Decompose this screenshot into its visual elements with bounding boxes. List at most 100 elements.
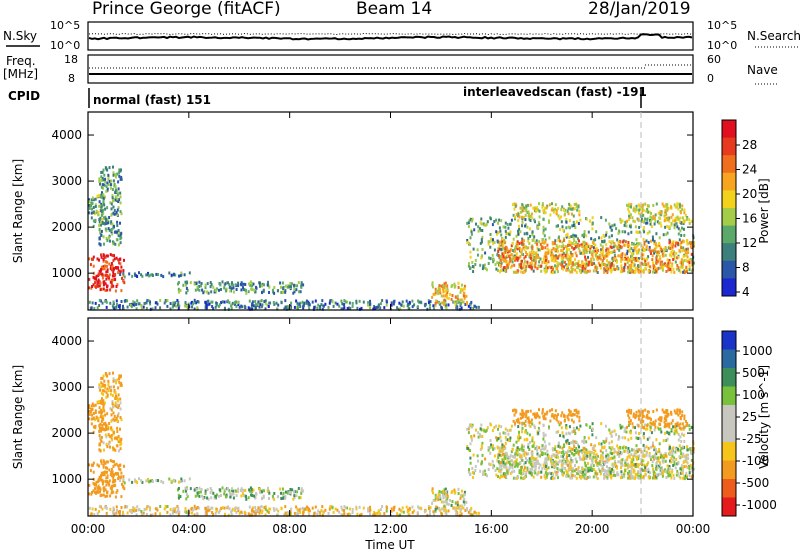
range-gate-cell [257,300,259,303]
range-gate-cell [293,490,295,493]
range-gate-cell [658,448,660,451]
range-gate-cell [478,306,480,309]
range-gate-cell [487,220,489,223]
range-gate-cell [197,286,199,289]
range-gate-cell [184,510,186,513]
range-gate-cell [573,239,575,242]
range-gate-cell [240,305,242,308]
range-gate-cell [267,284,269,287]
range-gate-cell [586,249,588,252]
range-gate-cell [519,216,521,219]
range-gate-cell [554,477,556,480]
range-gate-cell [140,479,142,482]
range-gate-cell [646,445,648,448]
range-gate-cell [566,221,568,224]
range-gate-cell [455,303,457,306]
range-gate-cell [122,269,124,272]
range-gate-cell [105,396,107,399]
range-gate-cell [556,473,558,476]
range-gate-cell [237,507,239,510]
range-gate-cell [295,494,297,497]
range-gate-cell [488,257,490,260]
range-gate-cell [144,302,146,305]
range-gate-cell [216,510,218,513]
range-gate-cell [139,508,141,511]
freq-label-1: Freq. [6,54,36,68]
range-gate-cell [646,246,648,249]
range-gate-cell [478,436,480,439]
range-gate-cell [644,263,646,266]
range-gate-cell [495,219,497,222]
range-gate-cell [475,429,477,432]
range-gate-cell [222,506,224,509]
range-gate-cell [502,242,504,245]
range-gate-cell [625,240,627,243]
range-gate-cell [101,230,103,233]
noise-left-tick-bottom: 10^0 [50,39,80,52]
range-gate-cell [624,430,626,433]
range-gate-cell [116,173,118,176]
range-gate-cell [249,300,251,303]
range-gate-cell [630,225,632,228]
range-gate-cell [568,203,570,206]
range-gate-cell [601,254,603,257]
range-gate-cell [677,448,679,451]
range-gate-cell [680,447,682,450]
range-gate-cell [110,420,112,423]
range-gate-cell [443,501,445,504]
range-gate-cell [93,471,95,474]
range-gate-cell [124,276,126,279]
range-gate-cell [602,454,604,457]
range-gate-cell [192,508,194,511]
range-gate-cell [632,220,634,223]
range-gate-cell [552,241,554,244]
range-gate-cell [253,289,255,292]
range-gate-cell [92,301,94,304]
range-gate-cell [655,213,657,216]
range-gate-cell [194,505,196,508]
range-gate-cell [675,467,677,470]
range-gate-cell [652,442,654,445]
range-gate-cell [117,400,119,403]
range-gate-cell [681,433,683,436]
range-gate-cell [494,249,496,252]
range-gate-cell [492,444,494,447]
range-gate-cell [614,474,616,477]
range-gate-cell [114,415,116,418]
range-gate-cell [513,444,515,447]
range-gate-cell [136,481,138,484]
range-gate-cell [512,203,514,206]
range-gate-cell [273,498,275,501]
range-gate-cell [576,254,578,257]
range-gate-cell [671,428,673,431]
range-gate-cell [303,302,305,305]
range-gate-cell [381,299,383,302]
range-gate-cell [653,265,655,268]
range-gate-cell [655,256,657,259]
range-gate-cell [561,258,563,261]
range-gate-cell [671,222,673,225]
range-gate-cell [575,468,577,471]
range-gate-cell [290,491,292,494]
range-gate-cell [621,267,623,270]
range-gate-cell [114,278,116,281]
range-gate-cell [532,436,534,439]
range-gate-cell [101,210,103,213]
range-gate-cell [514,250,516,253]
range-gate-cell [672,258,674,261]
range-gate-cell [481,435,483,438]
range-gate-cell [89,207,91,210]
range-gate-cell [261,497,263,500]
range-gate-cell [280,507,282,510]
range-gate-cell [624,253,626,256]
range-gate-cell [272,289,274,292]
range-gate-cell [526,467,528,470]
freq-left-tick-top: 18 [64,53,78,66]
range-gate-cell [582,265,584,268]
range-gate-cell [665,248,667,251]
range-gate-cell [533,270,535,273]
range-gate-cell [338,305,340,308]
range-gate-cell [111,472,113,475]
range-gate-cell [690,258,692,261]
range-gate-cell [131,511,133,514]
